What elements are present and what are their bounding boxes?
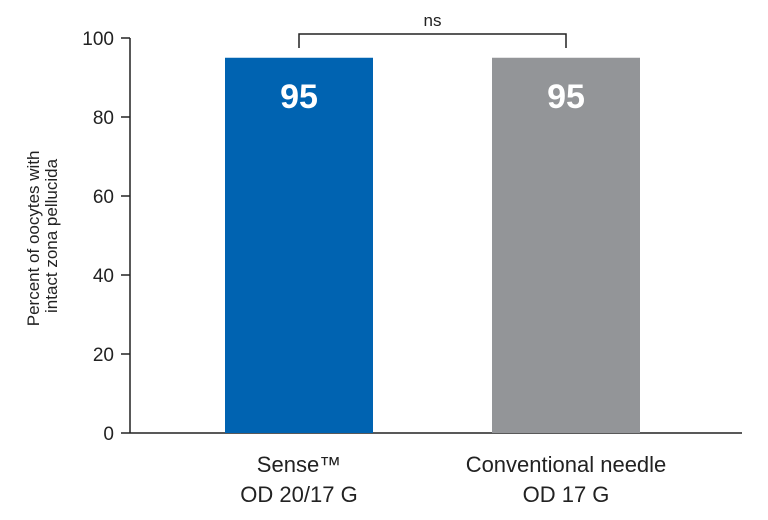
y-tick-label: 40: [93, 266, 114, 287]
y-axis-title-line-2: intact zona pellucida: [42, 158, 61, 313]
bars: [225, 57, 640, 433]
y-tick-label: 20: [93, 345, 114, 366]
category-label-line: Conventional needle: [466, 452, 667, 477]
y-axis: 0 20 40 60 80 100: [82, 29, 131, 445]
bar-value-label: 95: [280, 78, 318, 116]
bar: [225, 57, 373, 433]
category-label: Conventional needle OD 17 G: [466, 452, 667, 507]
bar-value-label: 95: [547, 78, 585, 116]
y-axis-title-line-1: Percent of oocytes with: [24, 150, 43, 326]
significance-bracket-line: [298, 33, 567, 48]
category-labels: Sense™ OD 20/17 G Conventional needle OD 17…: [240, 452, 666, 507]
category-label: Sense™ OD 20/17 G: [240, 452, 357, 507]
bar-value-labels: 95 95: [280, 78, 585, 116]
significance-bracket: ns: [298, 11, 567, 48]
y-axis-title: Percent of oocytes with intact zona pell…: [24, 146, 61, 327]
y-tick-label: 100: [82, 29, 114, 50]
bar: [492, 57, 640, 433]
category-label-line: Sense™: [257, 452, 341, 477]
y-tick-label: 0: [103, 424, 114, 445]
y-tick-label: 80: [93, 108, 114, 129]
category-label-line: OD 20/17 G: [240, 482, 357, 507]
y-tick-label: 60: [93, 187, 114, 208]
significance-label: ns: [424, 11, 442, 30]
category-label-line: OD 17 G: [523, 482, 610, 507]
y-ticks: 0 20 40 60 80 100: [82, 29, 130, 445]
